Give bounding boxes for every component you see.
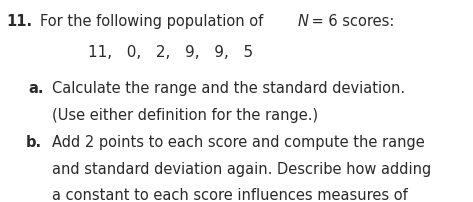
Text: = 6 scores:: = 6 scores: (307, 14, 394, 29)
Text: (Use either definition for the range.): (Use either definition for the range.) (52, 108, 318, 123)
Text: 11.: 11. (6, 14, 32, 29)
Text: a constant to each score influences measures of: a constant to each score influences meas… (52, 188, 408, 202)
Text: Calculate the range and the standard deviation.: Calculate the range and the standard dev… (52, 81, 405, 96)
Text: Add 2 points to each score and compute the range: Add 2 points to each score and compute t… (52, 135, 425, 150)
Text: and standard deviation again. Describe how adding: and standard deviation again. Describe h… (52, 162, 431, 177)
Text: 11,   0,   2,   9,   9,   5: 11, 0, 2, 9, 9, 5 (88, 45, 253, 60)
Text: For the following population of: For the following population of (40, 14, 268, 29)
Text: N: N (298, 14, 309, 29)
Text: a.: a. (28, 81, 44, 96)
Text: b.: b. (26, 135, 42, 150)
